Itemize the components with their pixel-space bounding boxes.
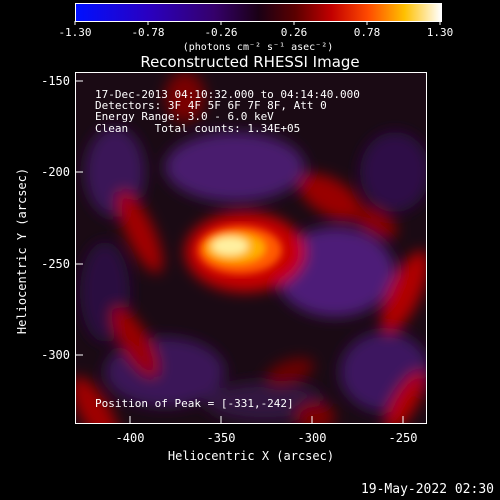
colorbar-tick: 0.78 xyxy=(354,26,381,39)
x-tick-label: -300 xyxy=(298,431,327,445)
x-tick-label: -250 xyxy=(389,431,418,445)
y-tick-label: -150 xyxy=(41,74,70,88)
rhessi-image xyxy=(75,72,427,424)
y-tick-label: -200 xyxy=(41,165,70,179)
y-tick-label: -250 xyxy=(41,257,70,271)
info-energy: Energy Range: 3.0 - 6.0 keV xyxy=(95,110,274,123)
y-axis-label: Heliocentric Y (arcsec) xyxy=(15,168,29,334)
x-axis-label: Heliocentric X (arcsec) xyxy=(168,449,334,463)
colorbar-tick: -1.30 xyxy=(58,26,91,39)
info-detectors: Detectors: 3F 4F 5F 6F 7F 8F, Att 0 xyxy=(95,99,327,112)
colorbar-tick: 0.26 xyxy=(281,26,308,39)
colorbar-tick: -0.26 xyxy=(204,26,237,39)
colorbar-tick: 1.30 xyxy=(427,26,454,39)
colorbar-axis: -1.30 -0.78 -0.26 0.26 0.78 1.30 (photon… xyxy=(58,21,454,53)
plot-title: Reconstructed RHESSI Image xyxy=(140,53,360,71)
colorbar-tick: -0.78 xyxy=(131,26,164,39)
x-tick-label: -350 xyxy=(207,431,236,445)
info-time: 17-Dec-2013 04:10:32.000 to 04:14:40.000 xyxy=(95,88,360,101)
x-tick-label: -400 xyxy=(116,431,145,445)
y-tick-label: -300 xyxy=(41,348,70,362)
info-clean: Clean Total counts: 1.34E+05 xyxy=(95,122,301,135)
colorbar-units: (photons cm⁻² s⁻¹ asec⁻²) xyxy=(183,42,334,53)
info-peak: Position of Peak = [-331,-242] xyxy=(95,397,294,410)
footer-timestamp: 19-May-2022 02:30 xyxy=(360,482,494,497)
colorbar xyxy=(75,3,442,22)
